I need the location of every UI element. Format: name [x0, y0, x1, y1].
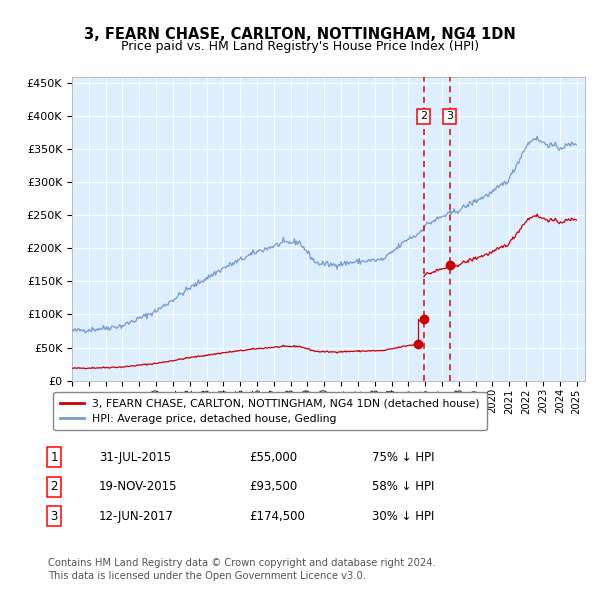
Text: Contains HM Land Registry data © Crown copyright and database right 2024.
This d: Contains HM Land Registry data © Crown c…: [48, 558, 436, 581]
Text: 12-JUN-2017: 12-JUN-2017: [99, 510, 174, 523]
Legend: 3, FEARN CHASE, CARLTON, NOTTINGHAM, NG4 1DN (detached house), HPI: Average pric: 3, FEARN CHASE, CARLTON, NOTTINGHAM, NG4…: [53, 392, 487, 430]
Text: 19-NOV-2015: 19-NOV-2015: [99, 480, 178, 493]
Text: 75% ↓ HPI: 75% ↓ HPI: [372, 451, 434, 464]
Text: Price paid vs. HM Land Registry's House Price Index (HPI): Price paid vs. HM Land Registry's House …: [121, 40, 479, 53]
Text: 3: 3: [446, 112, 453, 122]
Text: £93,500: £93,500: [249, 480, 297, 493]
Text: 2: 2: [50, 480, 58, 493]
Text: 2: 2: [420, 112, 427, 122]
Text: £55,000: £55,000: [249, 451, 297, 464]
Text: 1: 1: [50, 451, 58, 464]
Text: 3: 3: [50, 510, 58, 523]
Text: 58% ↓ HPI: 58% ↓ HPI: [372, 480, 434, 493]
Text: 30% ↓ HPI: 30% ↓ HPI: [372, 510, 434, 523]
Text: 31-JUL-2015: 31-JUL-2015: [99, 451, 171, 464]
Text: 3, FEARN CHASE, CARLTON, NOTTINGHAM, NG4 1DN: 3, FEARN CHASE, CARLTON, NOTTINGHAM, NG4…: [84, 27, 516, 41]
Text: £174,500: £174,500: [249, 510, 305, 523]
